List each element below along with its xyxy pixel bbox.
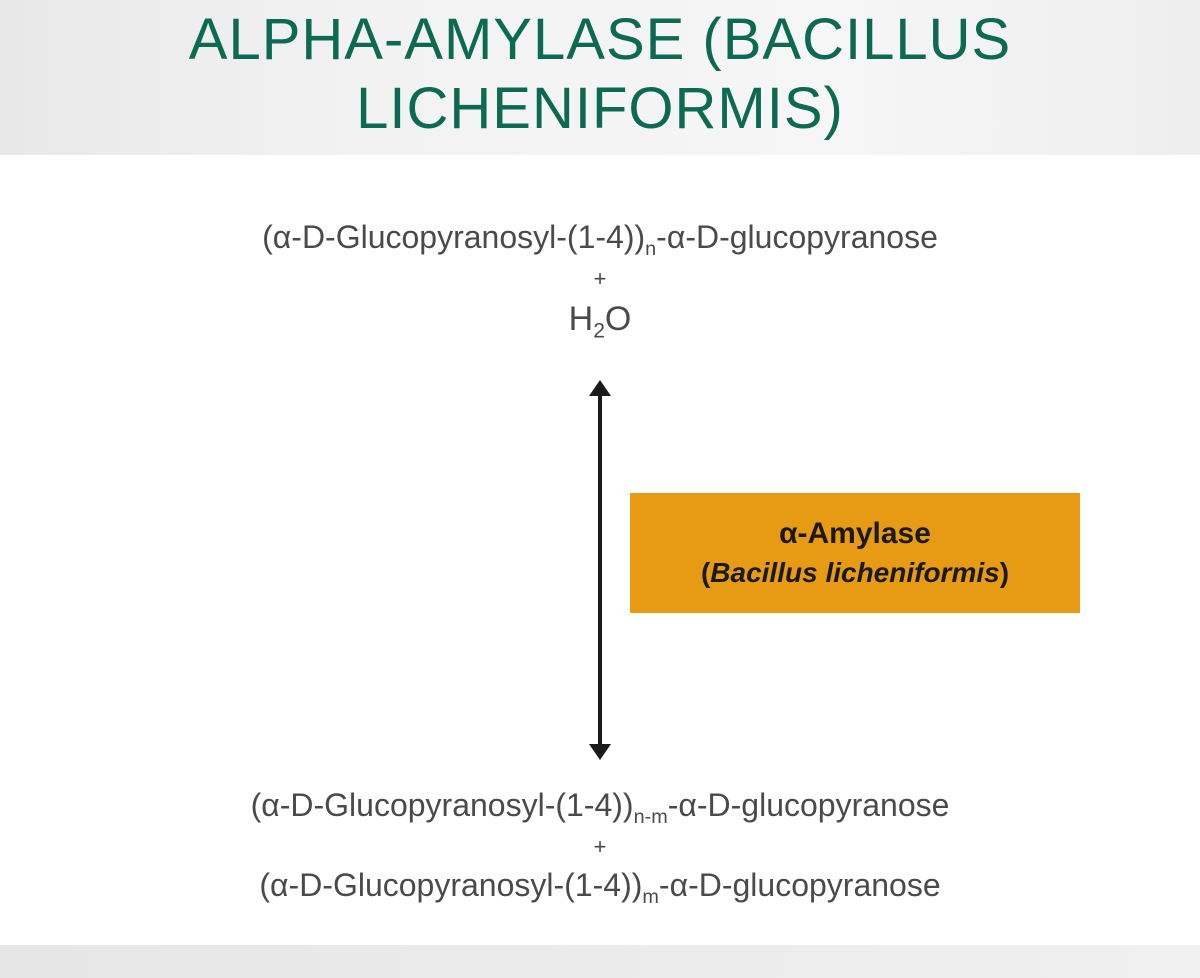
bottom-band [0,945,1200,978]
title-line-1: ALPHA-AMYLASE (BACILLUS [189,7,1011,72]
subscript-n: n [645,238,656,260]
subscript-nm: n-m [634,806,668,828]
substrate-polysaccharide: (α-D-Glucopyranosyl-(1-4))n-α-D-glucopyr… [0,217,1200,263]
arrowhead-down-icon [589,744,611,760]
enzyme-name: α-Amylase [779,514,931,555]
arrow-shaft [598,394,602,746]
product-b: (α-D-Glucopyranosyl-(1-4))m-α-D-glucopyr… [0,865,1200,911]
title-line-2: LICHENIFORMIS) [356,76,844,141]
plus-sign-bottom: + [0,833,1200,862]
subscript-m: m [642,886,659,908]
enzyme-label-box: α-Amylase (Bacillus licheniformis) [630,493,1080,613]
products-block: (α-D-Glucopyranosyl-(1-4))n-m-α-D-glucop… [0,785,1200,911]
enzyme-species: (Bacillus licheniformis) [701,554,1009,592]
page-title: ALPHA-AMYLASE (BACILLUS LICHENIFORMIS) [189,6,1011,143]
substrates-block: (α-D-Glucopyranosyl-(1-4))n-α-D-glucopyr… [0,217,1200,345]
product-a: (α-D-Glucopyranosyl-(1-4))n-m-α-D-glucop… [0,785,1200,831]
substrate-water: H2O [0,297,1200,345]
header-band: ALPHA-AMYLASE (BACILLUS LICHENIFORMIS) [0,0,1200,155]
reaction-diagram: (α-D-Glucopyranosyl-(1-4))n-α-D-glucopyr… [0,155,1200,945]
plus-sign-top: + [0,265,1200,294]
reaction-arrow [598,380,602,760]
